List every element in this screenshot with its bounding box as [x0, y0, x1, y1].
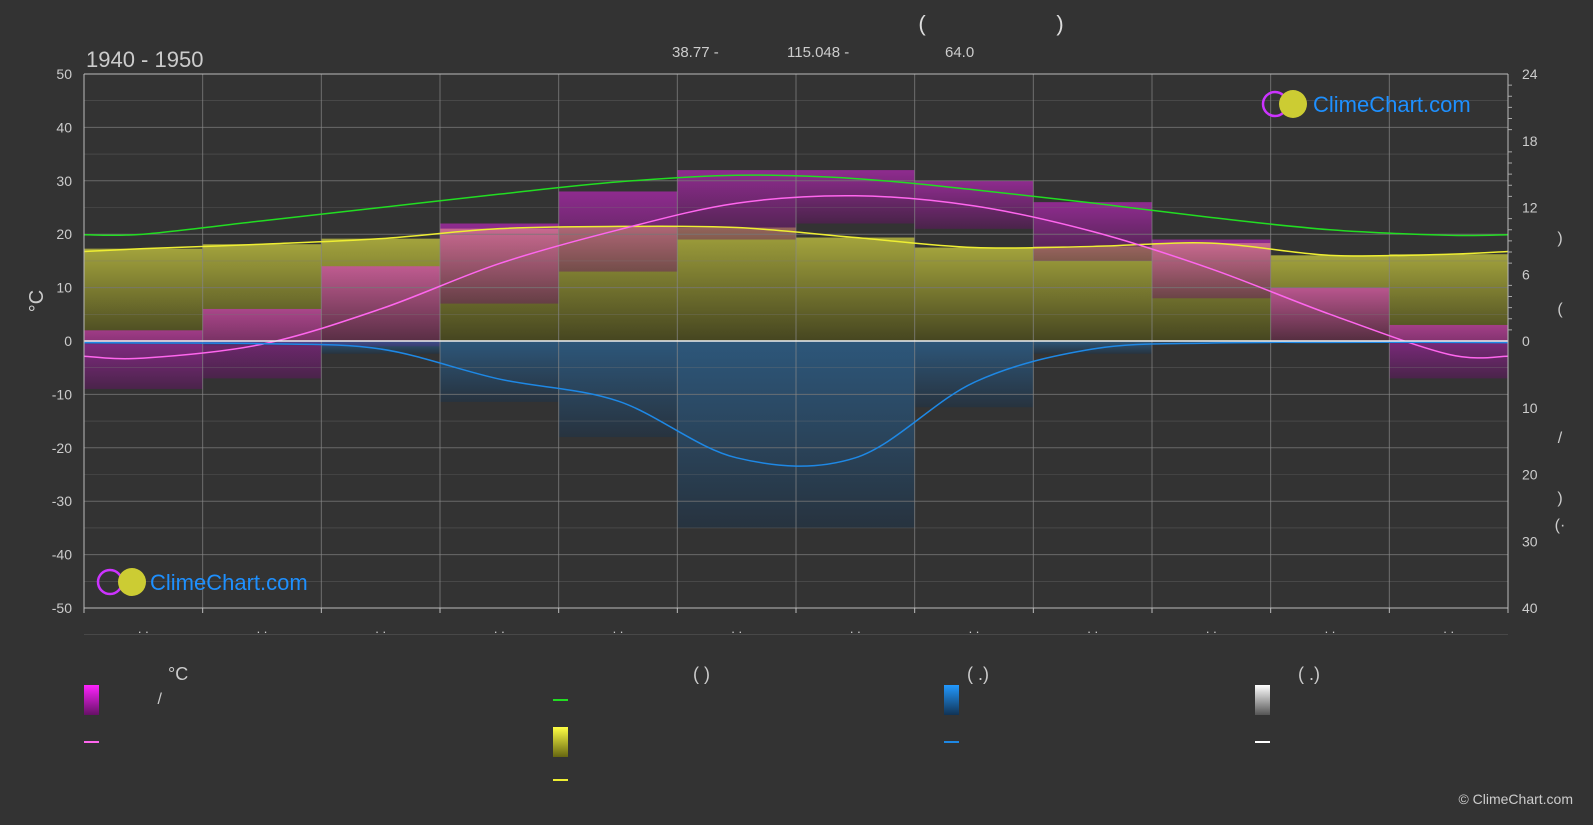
legend-item-temp_mean-line: [84, 741, 113, 743]
legend-item-sunshine-line: [553, 779, 582, 781]
temperature-range-bar: [558, 191, 678, 272]
legend-swatch: [944, 741, 959, 743]
data-lines: [84, 174, 1508, 467]
legend-item-snow-box: [1255, 685, 1284, 715]
y-axis-label-right-fragment: /: [1558, 430, 1563, 447]
legend-header-snow: ( .): [1298, 664, 1320, 684]
legend-item-sunshine-box: [553, 727, 582, 757]
y-tick-left: -20: [52, 440, 72, 456]
legend-swatch: [84, 685, 99, 715]
sunshine-bar: [1033, 246, 1152, 341]
x-tick-label: . .: [731, 621, 742, 636]
logo-bottom-text: ClimeChart.com: [150, 570, 308, 595]
x-tick-label: . .: [494, 621, 505, 636]
x-tick-label: . .: [257, 621, 268, 636]
elevation-label: 64.0: [945, 44, 974, 61]
y-tick-right-mm: 40: [1522, 600, 1538, 616]
x-tick-label: . .: [1443, 621, 1454, 636]
sunshine-bar: [914, 247, 1034, 341]
y-axis-label-right-fragment: ): [1557, 230, 1562, 247]
y-tick-left: -10: [52, 386, 72, 402]
y-tick-right-mm: 20: [1522, 467, 1538, 483]
y-tick-left: 20: [56, 226, 72, 242]
legend-swatch: [84, 741, 99, 743]
temperature-range-bar: [1389, 324, 1508, 379]
y-tick-right-hours: 6: [1522, 266, 1530, 282]
precipitation-line: [84, 341, 1508, 467]
precipitation-bar: [914, 341, 1034, 408]
precipitation-bar: [558, 341, 678, 438]
precipitation-bar: [677, 341, 796, 528]
legend-swatch: [1255, 685, 1270, 715]
legend-header-sun: ( ): [693, 664, 710, 684]
y-tick-left: 0: [64, 333, 72, 349]
precipitation-bar: [440, 341, 559, 402]
legend-item-daylight-line: [553, 699, 582, 701]
legend-item-precip-line: [944, 741, 973, 743]
temperature-range-bar: [321, 266, 440, 347]
legend-label: /: [113, 691, 162, 708]
precipitation-bar: [1033, 341, 1152, 354]
y-tick-right-hours: 18: [1522, 133, 1538, 149]
y-tick-left: 30: [56, 173, 72, 189]
legend-swatch: [553, 779, 568, 781]
tick-labels: 50 40 30 20 10 0 -10 -20 -30 -40 -50 24 18 12 6 0 10 20 30…: [52, 66, 1566, 636]
sunshine-bar: [796, 237, 915, 341]
y-tick-left: -40: [52, 547, 72, 563]
x-tick-label: . .: [1325, 621, 1336, 636]
y-axis-label-left: °C: [26, 290, 48, 312]
y-tick-right-hours: 0: [1522, 333, 1530, 349]
y-tick-right-mm: 30: [1522, 533, 1538, 549]
legend-header-rain: ( .): [967, 664, 989, 684]
legend-swatch: [944, 685, 959, 715]
precipitation-bar: [321, 341, 440, 354]
x-tick-label: . .: [375, 621, 386, 636]
legend-header-temperature: °C: [168, 664, 189, 684]
logo-bottom: ClimeChart.com: [96, 568, 308, 596]
copyright: © ClimeChart.com: [1458, 791, 1573, 807]
longitude-label: 115.048 -: [787, 44, 849, 61]
y-tick-right-mm: 10: [1522, 400, 1538, 416]
logo-sun-icon: [118, 568, 146, 596]
sunshine-line: [84, 225, 1508, 257]
y-tick-left: -30: [52, 493, 72, 509]
temperature-range-bar: [84, 330, 203, 390]
y-axis-label-right-fragment: (: [1557, 301, 1563, 318]
latitude-label: 38.77 -: [672, 44, 719, 61]
sunshine-bar: [84, 248, 203, 341]
y-tick-right-hours: 12: [1522, 200, 1538, 216]
x-tick-label: . .: [969, 621, 980, 636]
x-tick-label: . .: [1087, 621, 1098, 636]
title-paren-right: ): [1056, 11, 1063, 36]
logo-top: ClimeChart.com: [1261, 90, 1471, 118]
y-axis-label-right-fragment: ): [1557, 490, 1562, 507]
legend-swatch: [553, 699, 568, 701]
legend-item-temp_range-box: /: [84, 685, 162, 715]
y-tick-left: 50: [56, 66, 72, 82]
logo-top-text: ClimeChart.com: [1313, 92, 1471, 117]
y-tick-left: -50: [52, 600, 72, 616]
period-label: 1940 - 1950: [86, 47, 203, 72]
legend-swatch: [553, 727, 568, 757]
title-paren-left: (: [918, 11, 926, 36]
x-tick-label: . .: [1206, 621, 1217, 636]
x-tick-label: . .: [138, 621, 149, 636]
legend-swatch: [1255, 741, 1270, 743]
y-tick-left: 10: [56, 280, 72, 296]
x-tick-label: . .: [613, 621, 624, 636]
legend-item-precip-box: [944, 685, 973, 715]
legend-item-snow-line: [1255, 741, 1284, 743]
temperature-mean-line: [84, 194, 1508, 360]
precipitation-bar: [796, 341, 915, 528]
x-tick-label: . .: [850, 621, 861, 636]
y-tick-right-hours: 24: [1522, 66, 1538, 82]
sunshine-bar: [677, 227, 796, 341]
y-tick-left: 40: [56, 119, 72, 135]
y-axis-label-right-fragment: (·: [1555, 517, 1566, 534]
logo-sun-icon: [1279, 90, 1307, 118]
temperature-range-bar: [914, 180, 1034, 229]
daylight-line: [84, 174, 1508, 237]
